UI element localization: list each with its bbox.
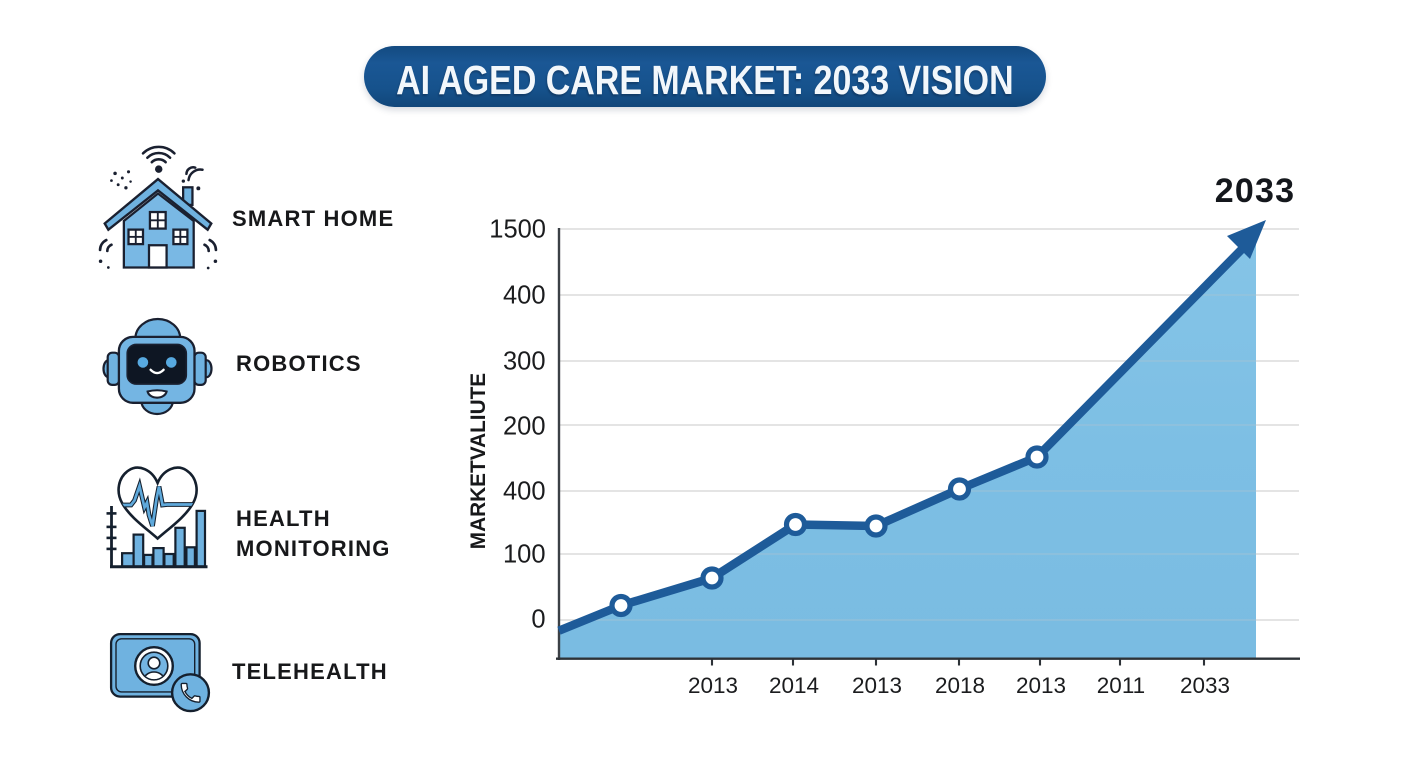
svg-text:100: 100 <box>503 541 546 569</box>
svg-text:2018: 2018 <box>935 673 985 698</box>
svg-text:2033: 2033 <box>1215 172 1295 210</box>
svg-text:2013: 2013 <box>1016 673 1066 698</box>
svg-text:400: 400 <box>503 478 546 506</box>
svg-text:200: 200 <box>503 413 546 441</box>
svg-text:300: 300 <box>503 348 546 376</box>
svg-text:MARKETVALIUTE: MARKETVALIUTE <box>467 373 490 550</box>
svg-text:0: 0 <box>531 606 545 634</box>
svg-text:2014: 2014 <box>769 673 819 698</box>
svg-text:2011: 2011 <box>1097 673 1145 698</box>
svg-text:2013: 2013 <box>852 673 902 698</box>
svg-text:1500: 1500 <box>489 216 546 244</box>
svg-text:2013: 2013 <box>688 673 738 698</box>
svg-text:400: 400 <box>503 282 546 310</box>
svg-text:2033: 2033 <box>1180 673 1230 698</box>
